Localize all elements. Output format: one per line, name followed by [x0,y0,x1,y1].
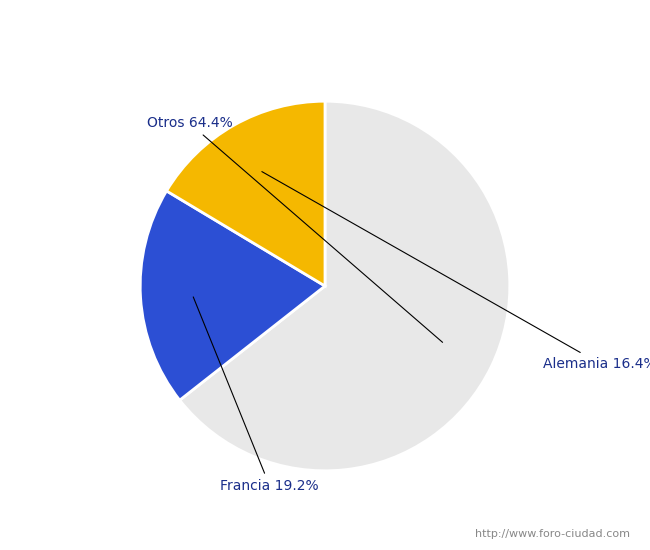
Text: http://www.foro-ciudad.com: http://www.foro-ciudad.com [476,529,630,539]
Wedge shape [179,101,510,471]
Wedge shape [166,101,325,286]
Text: Colunga - Turistas extranjeros según país - Abril de 2024: Colunga - Turistas extranjeros según paí… [69,12,581,30]
Wedge shape [140,191,325,400]
Text: Alemania 16.4%: Alemania 16.4% [262,172,650,371]
Text: Francia 19.2%: Francia 19.2% [193,297,319,493]
Text: Otros 64.4%: Otros 64.4% [147,117,443,342]
